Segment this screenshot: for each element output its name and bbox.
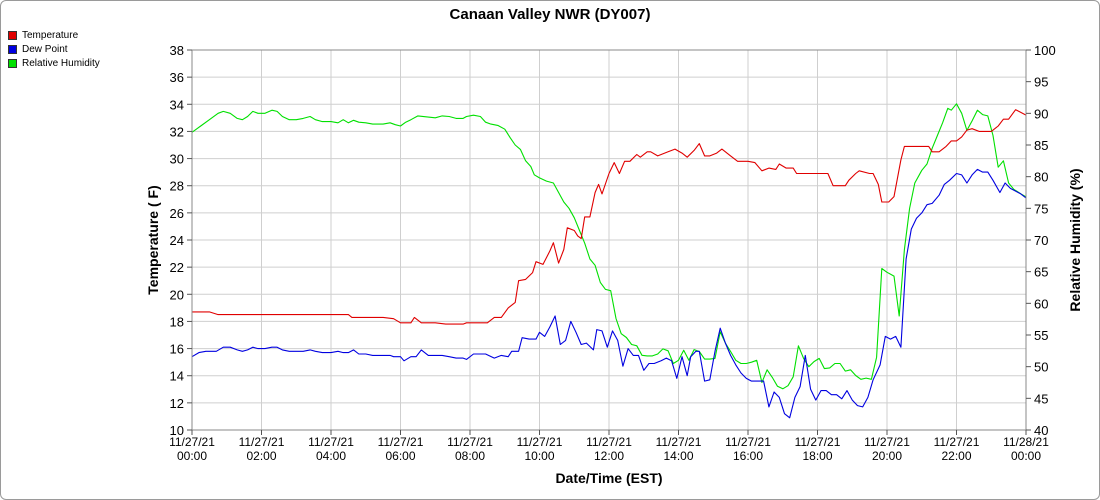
series-layer bbox=[191, 103, 1027, 419]
right-axis: 40 45 50 55 60 65 70 75 80 85 90 95 100 bbox=[1026, 43, 1056, 438]
x-tick-date: 11/27/21 bbox=[169, 435, 215, 449]
left-tick-label: 18 bbox=[170, 314, 184, 329]
right-tick-label: 40 bbox=[1034, 423, 1048, 438]
x-tick-date: 11/27/21 bbox=[934, 435, 980, 449]
left-tick-label: 34 bbox=[170, 97, 184, 112]
left-tick-label: 20 bbox=[170, 287, 184, 302]
right-tick-label: 75 bbox=[1034, 201, 1048, 216]
left-tick-label: 32 bbox=[170, 124, 184, 139]
legend-item-dew-point: Dew Point bbox=[8, 42, 100, 56]
left-tick-label: 12 bbox=[170, 396, 184, 411]
left-tick-label: 26 bbox=[170, 206, 184, 221]
x-tick-date: 11/27/21 bbox=[725, 435, 771, 449]
legend: Temperature Dew Point Relative Humidity bbox=[8, 28, 100, 70]
left-axis: 10 12 14 16 18 20 22 24 26 28 30 32 34 36 38 bbox=[170, 43, 192, 438]
legend-label-relative-humidity: Relative Humidity bbox=[22, 57, 100, 69]
x-tick-date: 11/27/21 bbox=[447, 435, 493, 449]
right-tick-label: 80 bbox=[1034, 170, 1048, 185]
x-axis: 11/27/2100:0011/27/2102:0011/27/2104:001… bbox=[169, 430, 1049, 463]
chart-title: Canaan Valley NWR (DY007) bbox=[450, 6, 651, 23]
x-tick-date: 11/27/21 bbox=[795, 435, 841, 449]
x-tick-date: 11/27/21 bbox=[239, 435, 285, 449]
legend-item-temperature: Temperature bbox=[8, 28, 100, 42]
series-line-relative-humidity bbox=[191, 103, 1027, 390]
left-tick-label: 30 bbox=[170, 152, 184, 167]
left-tick-label: 10 bbox=[170, 423, 184, 438]
x-tick-date: 11/27/21 bbox=[517, 435, 563, 449]
series-line-dew-point bbox=[191, 168, 1027, 419]
right-tick-label: 45 bbox=[1034, 391, 1048, 406]
left-tick-label: 14 bbox=[170, 369, 184, 384]
right-tick-label: 65 bbox=[1034, 265, 1048, 280]
right-tick-label: 60 bbox=[1034, 296, 1048, 311]
x-tick-time: 14:00 bbox=[663, 449, 693, 463]
right-tick-label: 100 bbox=[1034, 43, 1056, 58]
x-tick-date: 11/27/21 bbox=[586, 435, 632, 449]
right-tick-label: 85 bbox=[1034, 138, 1048, 153]
legend-item-relative-humidity: Relative Humidity bbox=[8, 56, 100, 70]
x-tick-date: 11/27/21 bbox=[378, 435, 424, 449]
x-tick-time: 08:00 bbox=[455, 449, 485, 463]
x-tick-date: 11/27/21 bbox=[656, 435, 702, 449]
left-tick-label: 38 bbox=[170, 43, 184, 58]
x-tick-date: 11/28/21 bbox=[1003, 435, 1049, 449]
x-tick-time: 00:00 bbox=[1011, 449, 1041, 463]
right-tick-label: 50 bbox=[1034, 360, 1048, 375]
legend-swatch-relative-humidity bbox=[8, 58, 17, 68]
x-tick-date: 11/27/21 bbox=[308, 435, 354, 449]
x-tick-time: 04:00 bbox=[316, 449, 346, 463]
right-tick-label: 95 bbox=[1034, 75, 1048, 90]
right-tick-label: 55 bbox=[1034, 328, 1048, 343]
x-tick-time: 06:00 bbox=[385, 449, 415, 463]
legend-label-dew-point: Dew Point bbox=[22, 43, 68, 55]
x-tick-time: 16:00 bbox=[733, 449, 763, 463]
x-tick-time: 00:00 bbox=[177, 449, 207, 463]
right-tick-label: 70 bbox=[1034, 233, 1048, 248]
legend-label-temperature: Temperature bbox=[22, 29, 79, 41]
left-tick-label: 28 bbox=[170, 179, 184, 194]
left-tick-label: 22 bbox=[170, 260, 184, 275]
y-axis-left-title: Temperature ( F) bbox=[145, 185, 161, 294]
grid bbox=[191, 49, 1027, 431]
series-line-temperature bbox=[192, 109, 1027, 325]
y-axis-right-title: Relative Humidity (%) bbox=[1067, 168, 1083, 311]
left-tick-label: 16 bbox=[170, 342, 184, 357]
x-tick-time: 18:00 bbox=[802, 449, 832, 463]
x-axis-title: Date/Time (EST) bbox=[555, 470, 662, 486]
left-tick-label: 24 bbox=[170, 233, 184, 248]
x-tick-date: 11/27/21 bbox=[864, 435, 910, 449]
legend-swatch-temperature bbox=[8, 30, 17, 40]
x-tick-time: 20:00 bbox=[872, 449, 902, 463]
x-tick-time: 12:00 bbox=[594, 449, 624, 463]
x-tick-time: 10:00 bbox=[524, 449, 554, 463]
x-tick-time: 02:00 bbox=[246, 449, 276, 463]
left-tick-label: 36 bbox=[170, 70, 184, 85]
legend-swatch-dew-point bbox=[8, 44, 17, 54]
right-tick-label: 90 bbox=[1034, 106, 1048, 121]
x-tick-time: 22:00 bbox=[941, 449, 971, 463]
